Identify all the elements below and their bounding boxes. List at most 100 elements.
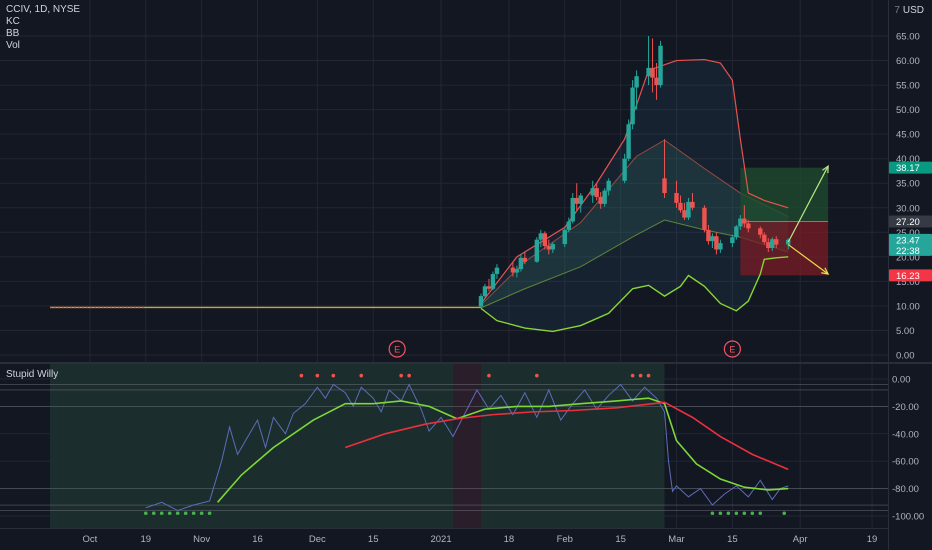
price-axis-label-11: 10.00 [896, 301, 920, 312]
osc-zone-0 [50, 364, 454, 528]
candle-body-19 [590, 188, 595, 196]
time-axis-label-11: 15 [727, 534, 738, 545]
time-axis-label-6: 2021 [430, 534, 451, 545]
time-axis-label-10: Mar [668, 534, 684, 545]
bollinger-lower-line [480, 256, 789, 333]
candle-body-35 [682, 210, 687, 218]
candle-body-38 [702, 207, 707, 230]
price-badge-text: 27.20 [896, 217, 920, 228]
oversold-dot-13 [742, 511, 747, 516]
price-axis-label-12: 5.00 [896, 326, 915, 337]
keltner-fill [480, 140, 789, 308]
candle-body-43 [730, 237, 735, 244]
candle-body-4 [494, 267, 500, 275]
price-badge-3: 16.23 [889, 269, 932, 282]
osc-line-willy [145, 383, 789, 512]
legend-item-vol[interactable]: Vol [6, 40, 20, 51]
price-axis-label-4: 45.00 [896, 130, 920, 141]
earnings-marker-1[interactable]: E [723, 340, 741, 358]
overbought-dot-1 [315, 373, 320, 378]
price-axis-label-2: 55.00 [896, 81, 920, 92]
osc-zone-2 [480, 364, 665, 528]
overbought-dot-9 [638, 373, 643, 378]
price-badge-text: 16.23 [896, 271, 920, 282]
candle-body-45 [738, 218, 743, 227]
candles [478, 36, 791, 307]
candle-body-53 [786, 239, 791, 245]
oversold-dot-4 [175, 511, 180, 516]
price-axis-label-0: 65.00 [896, 32, 920, 43]
candle-body-50 [766, 242, 771, 249]
legend-symbol[interactable]: CCIV, 1D, NYSE [6, 4, 81, 15]
candle-body-6 [514, 269, 520, 273]
chart-legend: CCIV, 1D, NYSE KC BB Vol [6, 4, 80, 52]
oversold-dot-11 [726, 511, 731, 516]
candle-body-39 [706, 229, 711, 242]
candle-body-5 [510, 267, 516, 273]
time-axis-label-12: Apr [793, 534, 808, 545]
oversold-dot-10 [718, 511, 723, 516]
candle-body-28 [646, 67, 651, 77]
time-axis-label-3: 16 [252, 534, 263, 545]
candle-body-27 [634, 76, 639, 88]
price-axis-label-10: 15.00 [896, 277, 920, 288]
price-axis-label-3: 50.00 [896, 105, 920, 116]
oversold-dot-0 [143, 511, 148, 516]
price-badge-text: 38.17 [896, 163, 920, 174]
earnings-marker-label: E [394, 345, 400, 355]
price-axis-label-5: 40.00 [896, 154, 920, 165]
oversold-dot-3 [167, 511, 172, 516]
candle-body-7 [518, 257, 524, 270]
price-axis-label-9: 20.00 [896, 252, 920, 263]
time-axis-label-7: 18 [504, 534, 515, 545]
candle-body-9 [534, 239, 540, 262]
candle-body-24 [622, 158, 627, 181]
osc-axis-label-3: -60.00 [892, 457, 919, 468]
price-axis-label-1: 60.00 [896, 56, 920, 67]
oversold-dot-6 [191, 511, 196, 516]
projection-arrowhead-1 [821, 267, 830, 275]
candle-body-25 [626, 124, 631, 159]
overbought-dot-6 [487, 373, 491, 378]
oversold-dot-5 [183, 511, 188, 516]
earnings-marker-circle [723, 340, 741, 358]
overbought-dot-8 [630, 373, 635, 378]
price-axis-label-7: 30.00 [896, 203, 920, 214]
price-badge-1: 27.20 [889, 215, 932, 228]
price-badge-countdown: 22:38 [896, 246, 920, 257]
price-axis-label-13: 0.00 [896, 351, 915, 362]
overbought-dot-3 [359, 373, 364, 378]
candle-body-47 [746, 223, 751, 229]
oversold-dot-1 [151, 511, 156, 516]
currency-selector[interactable]: 7 USD [894, 5, 924, 16]
earnings-marker-0[interactable]: E [388, 340, 406, 358]
candle-body-40 [710, 236, 715, 242]
candle-body-2 [486, 286, 492, 289]
candle-body-44 [734, 226, 739, 238]
time-axis-label-9: 15 [615, 534, 626, 545]
legend-item-kc[interactable]: KC [6, 16, 20, 27]
osc-axis-label-2: -40.00 [892, 429, 919, 440]
projection-arrowhead-0 [822, 164, 829, 174]
candle-body-20 [594, 188, 599, 197]
legend-item-bb[interactable]: BB [6, 28, 20, 39]
osc-line-slow [345, 401, 789, 471]
price-badge-0: 38.17 [889, 161, 932, 174]
candle-body-13 [550, 244, 555, 250]
osc-axis-label-1: -20.00 [892, 402, 919, 413]
osc-axis-label-0: 0.00 [892, 375, 911, 386]
candle-body-3 [490, 274, 496, 289]
overbought-dot-5 [407, 373, 411, 378]
price-badge-text: 23.47 [896, 235, 920, 246]
oscillator-title[interactable]: Stupid Willy [6, 369, 59, 380]
time-axis-label-2: Nov [193, 534, 210, 545]
price-axis-label-6: 35.00 [896, 179, 920, 190]
candle-body-0 [478, 296, 484, 307]
oversold-dot-8 [207, 511, 212, 516]
overbought-dot-10 [646, 373, 651, 378]
candle-body-12 [546, 246, 552, 250]
candle-body-41 [714, 236, 719, 250]
position-stop-zone [740, 221, 829, 276]
